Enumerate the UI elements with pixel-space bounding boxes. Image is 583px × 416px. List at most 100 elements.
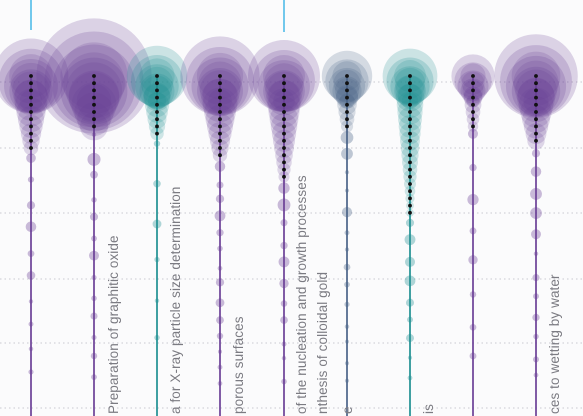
data-dot-2-2 bbox=[155, 88, 159, 93]
stem-label-4: nthesis of colloidal gold bbox=[315, 272, 330, 414]
data-dot-4-3 bbox=[282, 95, 286, 100]
data-dot-6-5 bbox=[408, 110, 412, 114]
data-dot-2-0 bbox=[155, 74, 159, 78]
data-dot-4-12 bbox=[282, 160, 286, 165]
bubble-tail-5-8 bbox=[344, 281, 350, 288]
data-dot-5-3 bbox=[345, 95, 349, 100]
bubble-head-4-5 bbox=[273, 90, 295, 112]
bubble-tail-4-7 bbox=[280, 316, 288, 324]
bubble-tail-1-1 bbox=[87, 152, 101, 166]
data-dot-2-1 bbox=[155, 81, 159, 86]
data-dot-2-3 bbox=[155, 95, 159, 100]
bubble-tail-4-8 bbox=[281, 341, 287, 347]
bubbles bbox=[0, 18, 578, 386]
data-dot-4-14 bbox=[282, 174, 286, 179]
data-dot-1-5 bbox=[92, 110, 96, 114]
data-dot-3-7 bbox=[218, 124, 222, 129]
data-dot-0-9 bbox=[29, 138, 33, 143]
bubble-tail-0-2 bbox=[26, 201, 36, 210]
bubble-tail-5-6 bbox=[344, 247, 350, 252]
stem-label-6: is bbox=[421, 404, 436, 414]
bubble-tail-2-4 bbox=[154, 298, 160, 303]
bubble-tail-4-3 bbox=[280, 241, 288, 250]
data-dot-7-4 bbox=[471, 102, 475, 107]
bubble-head-3-5 bbox=[208, 89, 232, 113]
data-dot-6-1 bbox=[408, 81, 412, 86]
bubble-tail-8-9 bbox=[533, 333, 539, 340]
data-dot-1-4 bbox=[92, 102, 96, 107]
bubble-tail-3-1 bbox=[216, 181, 224, 189]
data-dot-4-2 bbox=[282, 88, 286, 93]
bubble-head-2-2 bbox=[135, 64, 179, 108]
bubble-tail-0-0 bbox=[26, 153, 36, 163]
bubble-head-2-5 bbox=[147, 91, 167, 111]
bubble-tail-1-5 bbox=[91, 235, 97, 242]
bubble-head-0-5 bbox=[19, 89, 43, 113]
data-dot-1-7 bbox=[92, 124, 96, 129]
bubble-head-2-1 bbox=[130, 54, 184, 108]
data-dot-8-0 bbox=[534, 74, 538, 78]
data-dot-4-0 bbox=[282, 74, 286, 78]
data-dot-4-9 bbox=[282, 138, 286, 143]
bubble-tail-6-7 bbox=[407, 355, 413, 360]
data-dot-8-6 bbox=[534, 117, 538, 122]
bubble-tail-5-3 bbox=[344, 188, 350, 193]
stem-label-0: Preparation of graphitic oxide bbox=[106, 235, 121, 414]
bubble-tail-3-4 bbox=[216, 229, 224, 237]
bubble-tail-6-5 bbox=[407, 316, 413, 323]
bubble-tail-4-4 bbox=[278, 256, 290, 268]
data-dot-1-1 bbox=[92, 81, 96, 86]
data-dot-4-13 bbox=[282, 167, 286, 172]
data-dot-6-17 bbox=[408, 196, 412, 201]
bubble-tail-8-5 bbox=[533, 251, 539, 256]
bubble-tail-5-1 bbox=[341, 147, 353, 160]
bubble-tail-4-5 bbox=[279, 278, 289, 289]
data-dot-6-11 bbox=[408, 153, 412, 158]
bubble-tail-6-1 bbox=[404, 234, 416, 246]
bubble-tail-1-2 bbox=[90, 170, 98, 179]
data-dot-8-1 bbox=[534, 81, 538, 86]
data-dot-8-2 bbox=[534, 88, 538, 93]
bubble-tail-7-1 bbox=[469, 163, 477, 172]
data-dot-6-15 bbox=[408, 182, 412, 186]
bubble-tail-8-7 bbox=[533, 293, 539, 300]
data-dot-3-9 bbox=[218, 138, 222, 143]
data-dot-8-7 bbox=[534, 124, 538, 129]
bubble-tail-4-9 bbox=[281, 355, 287, 361]
bubble-tail-3-10 bbox=[216, 332, 224, 340]
data-dot-5-4 bbox=[345, 102, 349, 107]
bubble-tail-0-8 bbox=[28, 346, 34, 352]
data-dot-5-6 bbox=[345, 117, 349, 122]
data-dot-3-0 bbox=[218, 74, 222, 78]
bubble-tail-8-11 bbox=[533, 372, 539, 378]
data-dot-3-3 bbox=[218, 95, 222, 100]
bubble-tail-0-4 bbox=[27, 250, 35, 257]
data-dot-8-5 bbox=[534, 110, 538, 114]
bubble-tail-7-3 bbox=[469, 227, 477, 235]
data-dot-0-10 bbox=[29, 146, 33, 150]
bubble-tail-2-2 bbox=[152, 219, 162, 229]
data-dot-6-18 bbox=[408, 203, 412, 208]
bubble-head-0-0 bbox=[0, 38, 69, 114]
bubble-tail-3-5 bbox=[217, 245, 223, 252]
data-dot-5-7 bbox=[345, 124, 349, 129]
bubble-tail-3-12 bbox=[217, 364, 223, 370]
bubble-tail-8-2 bbox=[530, 188, 542, 200]
bubble-tail-1-6 bbox=[89, 250, 99, 261]
data-dot-5-1 bbox=[345, 81, 349, 86]
bubble-head-0-2 bbox=[4, 59, 58, 113]
bubble-tail-1-9 bbox=[90, 312, 98, 320]
bubble-tail-0-9 bbox=[28, 369, 34, 375]
bubble-tail-4-2 bbox=[280, 219, 288, 227]
bubble-tail-8-1 bbox=[530, 166, 542, 177]
data-dot-6-8 bbox=[408, 131, 412, 136]
data-dot-6-16 bbox=[408, 189, 412, 194]
data-dot-7-2 bbox=[471, 88, 475, 93]
bubble-tail-5-13 bbox=[344, 378, 350, 383]
data-dot-5-5 bbox=[345, 110, 349, 114]
data-dot-0-3 bbox=[29, 95, 33, 100]
bubble-tail-4-6 bbox=[280, 300, 288, 307]
bubble-tail-6-3 bbox=[404, 275, 416, 287]
data-dot-4-11 bbox=[282, 153, 286, 158]
bubble-tail-0-1 bbox=[27, 176, 35, 183]
